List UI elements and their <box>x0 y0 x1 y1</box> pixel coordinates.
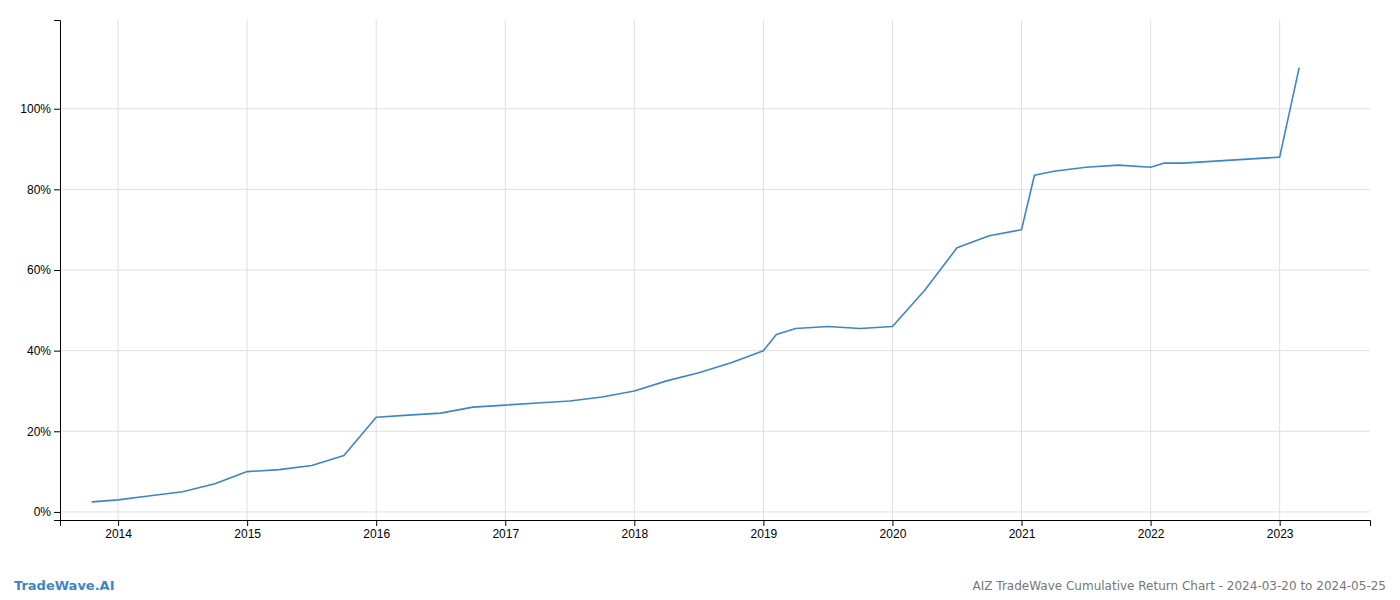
x-tick: 2019 <box>751 520 778 541</box>
x-tick: 2016 <box>363 520 390 541</box>
title: AIZ TradeWave Cumulative Return Chart - … <box>973 579 1386 593</box>
x-tick: 2023 <box>1267 520 1294 541</box>
x-axis-line <box>61 521 1371 527</box>
watermark: TradeWave.AI <box>14 578 115 593</box>
y-tick-mark <box>54 512 60 513</box>
y-tick-mark <box>54 351 60 352</box>
x-tick-label: 2016 <box>363 527 390 541</box>
y-tick-mark <box>54 270 60 271</box>
x-tick-label: 2019 <box>751 527 778 541</box>
x-tick: 2017 <box>492 520 519 541</box>
x-axis: 2014 2015 2016 2017 2018 2019 2020 2021 2022 2023 <box>61 520 1371 541</box>
x-tick-mark <box>763 520 764 526</box>
plot-area: 2014 2015 2016 2017 2018 2019 2020 2021 2022 2023… <box>20 20 1370 541</box>
y-axis-line <box>54 21 61 521</box>
y-tick-label: 80% <box>27 183 51 197</box>
x-tick-mark <box>118 520 119 526</box>
x-tick: 2020 <box>880 520 907 541</box>
grid-line-y <box>60 431 1370 432</box>
y-tick: 20% <box>27 425 60 439</box>
y-tick: 0% <box>34 505 60 519</box>
x-tick-mark <box>634 520 635 526</box>
x-tick: 2021 <box>1009 520 1036 541</box>
x-tick-label: 2018 <box>621 527 648 541</box>
x-tick-label: 2022 <box>1138 527 1165 541</box>
y-tick-mark <box>54 109 60 110</box>
x-tick-mark <box>1151 520 1152 526</box>
y-tick-label: 0% <box>34 505 52 519</box>
x-tick-mark <box>247 520 248 526</box>
x-tick: 2015 <box>234 520 261 541</box>
chart: 2014 2015 2016 2017 2018 2019 2020 2021 2022 2023… <box>0 0 1400 600</box>
line <box>92 68 1299 501</box>
y-tick-mark <box>54 189 60 190</box>
x-tick: 2018 <box>621 520 648 541</box>
y-tick-label: 60% <box>27 263 51 277</box>
grid-line-y <box>60 350 1370 351</box>
grid-line-y <box>60 108 1370 109</box>
y-tick-mark <box>54 431 60 432</box>
x-tick-mark <box>505 520 506 526</box>
y-tick: 60% <box>27 263 60 277</box>
y-tick: 40% <box>27 344 60 358</box>
x-tick-label: 2015 <box>234 527 261 541</box>
x-tick: 2014 <box>105 520 132 541</box>
x-tick-label: 2014 <box>105 527 132 541</box>
x-tick-mark <box>1280 520 1281 526</box>
x-tick-label: 2023 <box>1267 527 1294 541</box>
y-tick-label: 20% <box>27 425 51 439</box>
y-axis: 0% 20% 40% 60% 80% 100% <box>20 21 60 521</box>
series-group <box>92 68 1299 501</box>
x-tick: 2022 <box>1138 520 1165 541</box>
grid-line-y <box>60 189 1370 190</box>
grid <box>60 20 1370 520</box>
x-tick-label: 2017 <box>492 527 519 541</box>
x-tick-mark <box>376 520 377 526</box>
y-tick-label: 40% <box>27 344 51 358</box>
y-tick: 80% <box>27 183 60 197</box>
y-tick: 100% <box>20 102 60 116</box>
grid-line-y <box>60 270 1370 271</box>
x-tick-mark <box>1022 520 1023 526</box>
grid-line-y <box>60 511 1370 512</box>
y-tick-label: 100% <box>20 102 51 116</box>
x-tick-label: 2020 <box>880 527 907 541</box>
x-tick-mark <box>892 520 893 526</box>
x-tick-label: 2021 <box>1009 527 1036 541</box>
